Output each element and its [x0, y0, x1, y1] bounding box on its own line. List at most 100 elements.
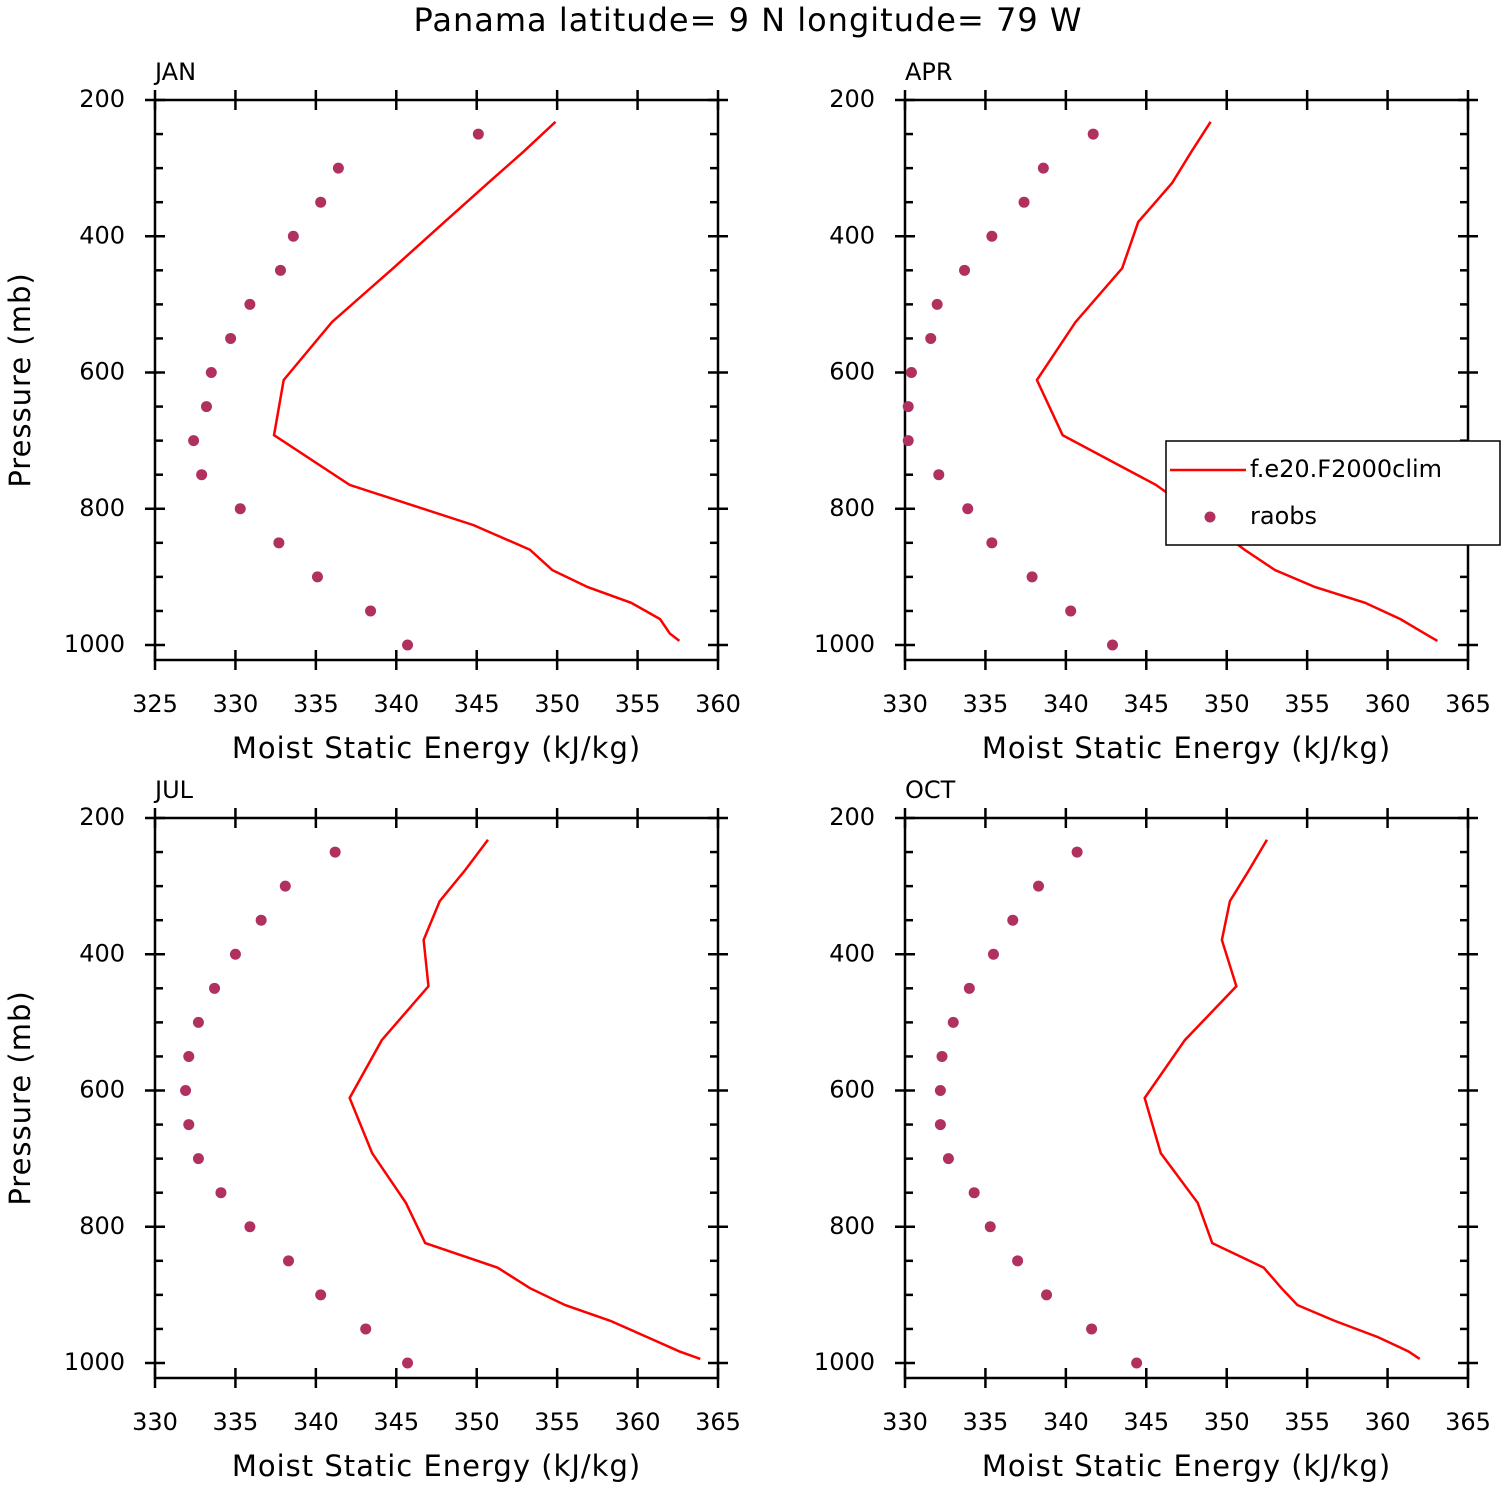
x-axis-label: Moist Static Energy (kJ/kg): [982, 1449, 1391, 1483]
x-tick-label: 330: [213, 690, 259, 718]
profile-point: [360, 1323, 372, 1335]
profile-point: [1087, 128, 1099, 140]
profile-point: [962, 503, 974, 515]
profile-point: [987, 948, 999, 960]
profile-point: [934, 1085, 946, 1097]
profile-point: [274, 264, 286, 276]
x-tick-label: 325: [132, 690, 178, 718]
profile-point: [947, 1016, 959, 1028]
x-tick-label: 340: [1043, 690, 1089, 718]
y-tick-label: 800: [829, 494, 875, 522]
x-tick-label: 330: [882, 690, 928, 718]
profile-line: [348, 839, 701, 1361]
profile-point: [902, 401, 914, 413]
panel-title: OCT: [905, 776, 956, 804]
panel: APR Moist Static Energy (kJ/kg) 330 335 340 3…: [814, 58, 1491, 765]
profile-point: [986, 537, 998, 549]
profile-point: [279, 880, 291, 892]
profile-point: [905, 367, 917, 379]
profile-point: [1041, 1289, 1053, 1301]
profile-point: [963, 982, 975, 994]
y-tick-label: 600: [829, 1076, 875, 1104]
profile-point: [315, 196, 327, 208]
y-tick-label: 800: [79, 494, 125, 522]
profile-line: [272, 120, 681, 642]
profile-point: [1071, 846, 1083, 858]
y-tick-label: 1000: [814, 1348, 875, 1376]
profile-point: [283, 1255, 295, 1267]
y-tick-label: 1000: [64, 1348, 125, 1376]
y-tick-label: 400: [79, 939, 125, 967]
x-axis-label: Moist Static Energy (kJ/kg): [232, 1449, 641, 1483]
profile-point: [225, 332, 237, 344]
y-tick-label: 200: [79, 85, 125, 113]
y-tick-label: 600: [79, 1076, 125, 1104]
profile-point: [180, 1085, 192, 1097]
profile-line: [1143, 839, 1421, 1360]
x-axis-label: Moist Static Energy (kJ/kg): [982, 731, 1391, 765]
y-tick-label: 200: [829, 803, 875, 831]
x-tick-label: 350: [534, 690, 580, 718]
plot-frame: [153, 816, 720, 1380]
profile-point: [959, 264, 971, 276]
profile-point: [200, 401, 212, 413]
y-tick-label: 1000: [64, 630, 125, 658]
x-tick-label: 350: [1204, 1408, 1250, 1436]
x-tick-label: 335: [963, 1408, 1009, 1436]
profile-point: [244, 298, 256, 310]
panel-title: JUL: [153, 776, 194, 804]
profile-point: [402, 639, 414, 651]
profile-point: [968, 1187, 980, 1199]
profile-point: [196, 469, 208, 481]
panel-title: APR: [905, 58, 953, 86]
profile-point: [234, 503, 246, 515]
profile-point: [287, 230, 299, 242]
profile-point: [942, 1153, 954, 1165]
x-tick-label: 330: [882, 1408, 928, 1436]
profile-point: [1131, 1357, 1143, 1369]
profile-point: [329, 846, 341, 858]
profile-point: [209, 982, 221, 994]
profile-point: [902, 435, 914, 447]
panel: OCT Moist Static Energy (kJ/kg) 330 335 340 3…: [814, 776, 1491, 1483]
profile-point: [1037, 162, 1049, 174]
legend: f.e20.F2000clim raobs: [1165, 440, 1501, 546]
x-axis-label: Moist Static Energy (kJ/kg): [232, 731, 641, 765]
profile-point: [933, 469, 945, 481]
profile-point: [183, 1050, 195, 1062]
x-tick-label: 330: [132, 1408, 178, 1436]
y-tick-label: 400: [79, 221, 125, 249]
y-tick-label: 1000: [814, 630, 875, 658]
profile-point: [183, 1119, 195, 1131]
profile-point: [1033, 880, 1045, 892]
profile-line: [1035, 121, 1439, 643]
profile-point: [936, 1050, 948, 1062]
x-tick-label: 335: [293, 690, 339, 718]
x-tick-label: 365: [695, 1408, 741, 1436]
x-tick-label: 345: [1123, 690, 1169, 718]
profile-point: [1018, 196, 1030, 208]
profile-point: [365, 605, 377, 617]
profile-point: [984, 1221, 996, 1233]
profile-point: [1012, 1255, 1024, 1267]
x-tick-label: 355: [1284, 1408, 1330, 1436]
x-tick-label: 350: [454, 1408, 500, 1436]
panel: JUL Moist Static Energy (kJ/kg) Pressure (…: [3, 776, 741, 1483]
y-axis-label: Pressure (mb): [3, 990, 37, 1205]
x-tick-label: 360: [695, 690, 741, 718]
profile-point: [1026, 571, 1038, 583]
plot-frame: [153, 98, 720, 662]
profile-point: [192, 1016, 204, 1028]
profile-point: [402, 1357, 414, 1369]
x-tick-label: 340: [293, 1408, 339, 1436]
profile-point: [229, 948, 241, 960]
y-tick-label: 400: [829, 221, 875, 249]
x-tick-label: 360: [1365, 690, 1411, 718]
y-tick-label: 600: [829, 358, 875, 386]
profile-point: [205, 367, 217, 379]
legend-marker: [1204, 511, 1216, 523]
panel-title: JAN: [153, 58, 196, 86]
y-tick-label: 400: [829, 939, 875, 967]
profile-point: [311, 571, 323, 583]
